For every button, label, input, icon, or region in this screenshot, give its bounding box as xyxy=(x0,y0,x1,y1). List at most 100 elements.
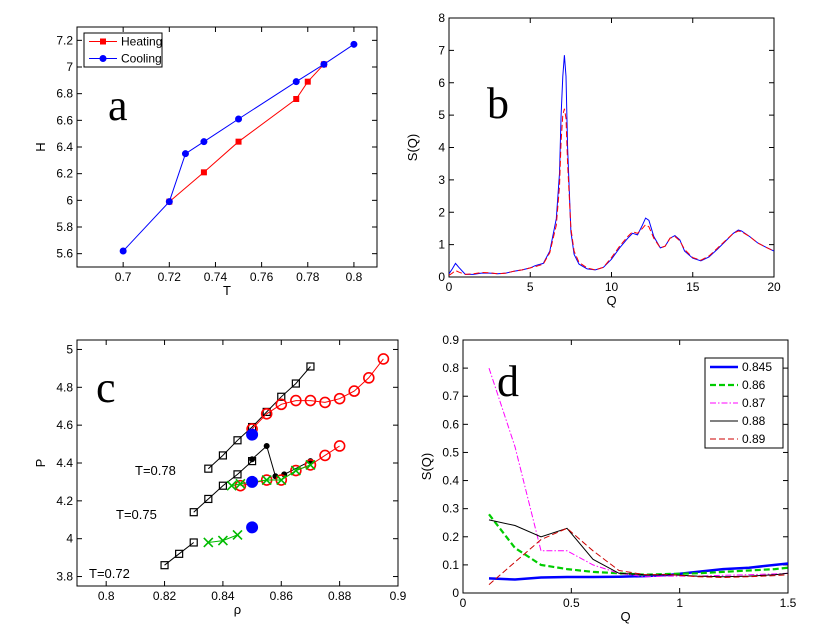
series-group xyxy=(488,367,788,585)
y-tick-label: 6 xyxy=(438,76,445,90)
legend-item: Cooling xyxy=(89,52,162,66)
legend-box xyxy=(83,32,163,68)
series-line xyxy=(168,63,325,203)
data-point xyxy=(204,494,213,504)
plot-frame xyxy=(448,17,775,278)
y-tick-label: 6.2 xyxy=(56,167,73,181)
x-tick-label: 0.8 xyxy=(346,270,363,284)
data-point xyxy=(348,385,361,397)
data-point xyxy=(119,247,127,255)
data-point xyxy=(204,464,213,473)
data-point xyxy=(263,442,270,449)
y-tick-label: 6.6 xyxy=(56,113,73,127)
series-line xyxy=(449,108,774,276)
legend-marker xyxy=(99,55,107,62)
data-point xyxy=(233,436,242,445)
data-point xyxy=(290,464,302,477)
legend-marker xyxy=(100,38,106,45)
series-line xyxy=(488,367,788,578)
x-tick-label: 0.9 xyxy=(390,589,407,603)
data-point xyxy=(217,535,228,546)
y-tick-label: 7.2 xyxy=(56,33,73,47)
data-point xyxy=(233,470,242,479)
data-point xyxy=(189,508,198,517)
series xyxy=(189,457,257,517)
x-axis-label: ρ xyxy=(234,602,241,617)
y-tick-label: 7 xyxy=(66,60,73,74)
legend-label: 0.87 xyxy=(742,396,766,410)
data-point xyxy=(160,561,169,570)
legend-label: Cooling xyxy=(121,52,162,66)
y-tick-label: 0.8 xyxy=(442,361,459,375)
y-tick-label: 0.9 xyxy=(442,333,459,347)
legend-item: 0.845 xyxy=(710,360,772,374)
y-axis-label: P xyxy=(33,459,48,468)
x-tick-label: 0 xyxy=(460,596,467,610)
x-tick-label: 0.84 xyxy=(211,589,235,603)
series-line xyxy=(449,55,774,275)
series-line xyxy=(122,43,355,252)
series xyxy=(249,442,314,480)
legend-item: 0.86 xyxy=(710,378,766,392)
series-line xyxy=(488,562,788,581)
data-point xyxy=(203,537,214,548)
x-tick-label: 0 xyxy=(446,280,453,294)
y-axis-label: H xyxy=(33,142,48,151)
series-group xyxy=(449,55,774,276)
y-axis-label: S(Q) xyxy=(419,453,434,480)
y-tick-label: 0.3 xyxy=(442,502,459,516)
series xyxy=(246,428,259,534)
y-tick-label: 0.1 xyxy=(442,558,459,572)
data-point xyxy=(377,353,390,365)
series xyxy=(488,367,788,578)
y-tick-label: 5.8 xyxy=(56,220,73,234)
series-line xyxy=(231,464,311,487)
y-axis-label: S(Q) xyxy=(405,134,420,161)
y-tick-label: 5 xyxy=(66,342,73,356)
series-line xyxy=(251,358,384,430)
panel-label: a xyxy=(108,81,128,130)
plot-frame xyxy=(462,339,789,594)
data-point xyxy=(319,449,331,462)
series xyxy=(166,61,327,205)
y-tick-label: 4 xyxy=(66,532,73,546)
data-point xyxy=(363,372,375,384)
data-point xyxy=(275,398,288,411)
series-line xyxy=(488,513,788,576)
data-point xyxy=(235,478,246,489)
y-tick-label: 2 xyxy=(438,205,445,219)
data-point xyxy=(261,474,272,486)
series-line xyxy=(207,366,311,470)
y-tick-label: 5 xyxy=(438,108,445,122)
x-axis-label: Q xyxy=(620,609,630,624)
series xyxy=(119,40,358,255)
data-point xyxy=(165,198,173,206)
series xyxy=(160,538,198,570)
data-point xyxy=(276,474,287,486)
panel-c-pressure-density: 0.8 0.82 0.84 0.86 0.88 0.9 3.8 4 4.2 4.4 4.6 4.8 5 ρ… xyxy=(33,339,407,617)
data-point xyxy=(304,459,317,471)
y-tick-label: 3.8 xyxy=(56,570,73,584)
y-tick-label: 3 xyxy=(438,173,445,187)
data-point xyxy=(249,456,256,463)
x-tick-label: 0.74 xyxy=(204,270,228,284)
x-tick-label: 0.8 xyxy=(98,589,115,603)
x-tick-label: 0.82 xyxy=(153,589,177,603)
series-group xyxy=(160,353,390,570)
y-tick-label: 5.6 xyxy=(56,247,73,261)
legend-label: 0.845 xyxy=(742,360,772,374)
data-point xyxy=(232,529,243,540)
series xyxy=(449,55,774,275)
x-tick-label: 0.76 xyxy=(250,270,274,284)
data-point xyxy=(350,40,358,48)
y-tick-label: 4 xyxy=(438,141,445,155)
legend-label: 0.88 xyxy=(742,414,766,428)
x-tick-label: 1 xyxy=(676,596,683,610)
temperature-annotation: T=0.72 xyxy=(89,566,130,581)
data-point xyxy=(226,480,237,491)
data-point xyxy=(260,407,273,420)
y-tick-label: 6.8 xyxy=(56,87,73,101)
data-point xyxy=(218,481,228,490)
x-tick-label: 0.86 xyxy=(270,589,294,603)
x-tick-label: 5 xyxy=(527,280,534,294)
